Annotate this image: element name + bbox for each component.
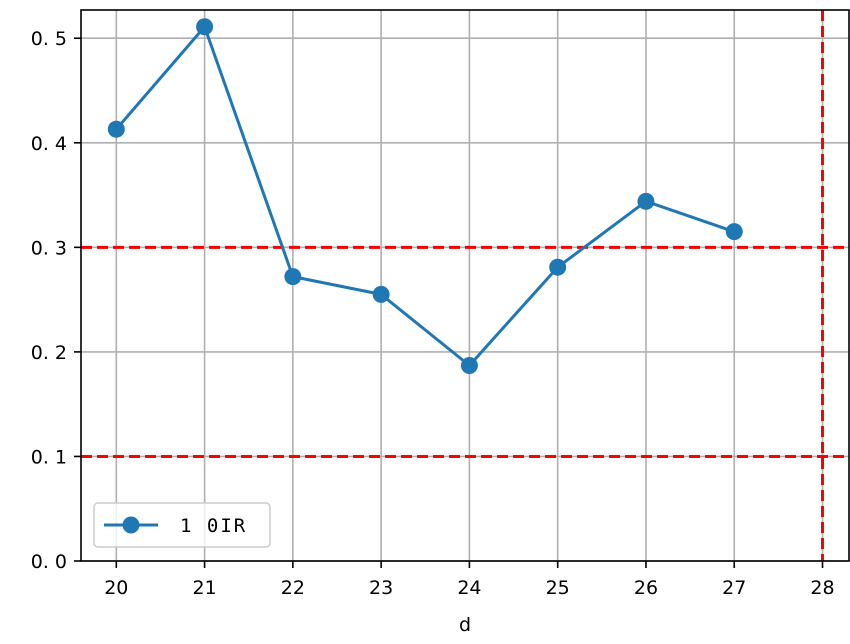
x-tick-label: 24 <box>457 577 481 599</box>
legend-label: 1 0IR <box>180 515 247 537</box>
y-tick-label: 0. 2 <box>31 342 67 364</box>
data-point <box>637 192 655 210</box>
x-tick-label: 28 <box>810 577 834 599</box>
y-tick-label: 0. 0 <box>31 551 67 573</box>
series-layer <box>107 18 743 374</box>
axis-ticks: 20 21 22 23 24 25 26 27 28 0. 0 0. 1 0. 2 0. 3 0. 4 0.… <box>31 28 835 599</box>
series-line <box>115 25 735 367</box>
legend: 1 0IR <box>93 502 271 548</box>
x-tick-label: 27 <box>722 577 746 599</box>
y-tick-label: 0. 5 <box>31 28 67 50</box>
data-point <box>196 18 214 36</box>
x-tick-label: 22 <box>281 577 305 599</box>
y-tick-label: 0. 3 <box>31 237 67 259</box>
legend-marker <box>122 516 140 534</box>
y-tick-label: 0. 4 <box>31 133 67 155</box>
data-point <box>107 120 125 138</box>
x-tick-label: 21 <box>192 577 216 599</box>
x-tick-label: 25 <box>546 577 570 599</box>
data-point <box>284 268 302 286</box>
data-point <box>549 258 567 276</box>
legend-box <box>93 502 271 548</box>
plot-frame <box>80 9 850 562</box>
reference-lines <box>81 10 849 561</box>
x-tick-label: 23 <box>369 577 393 599</box>
x-axis-label: d <box>459 614 471 636</box>
y-tick-label: 0. 1 <box>31 446 67 468</box>
x-tick-label: 20 <box>104 577 128 599</box>
data-point <box>372 285 390 303</box>
data-point <box>460 356 478 374</box>
x-tick-label: 26 <box>634 577 658 599</box>
data-point <box>725 223 743 241</box>
